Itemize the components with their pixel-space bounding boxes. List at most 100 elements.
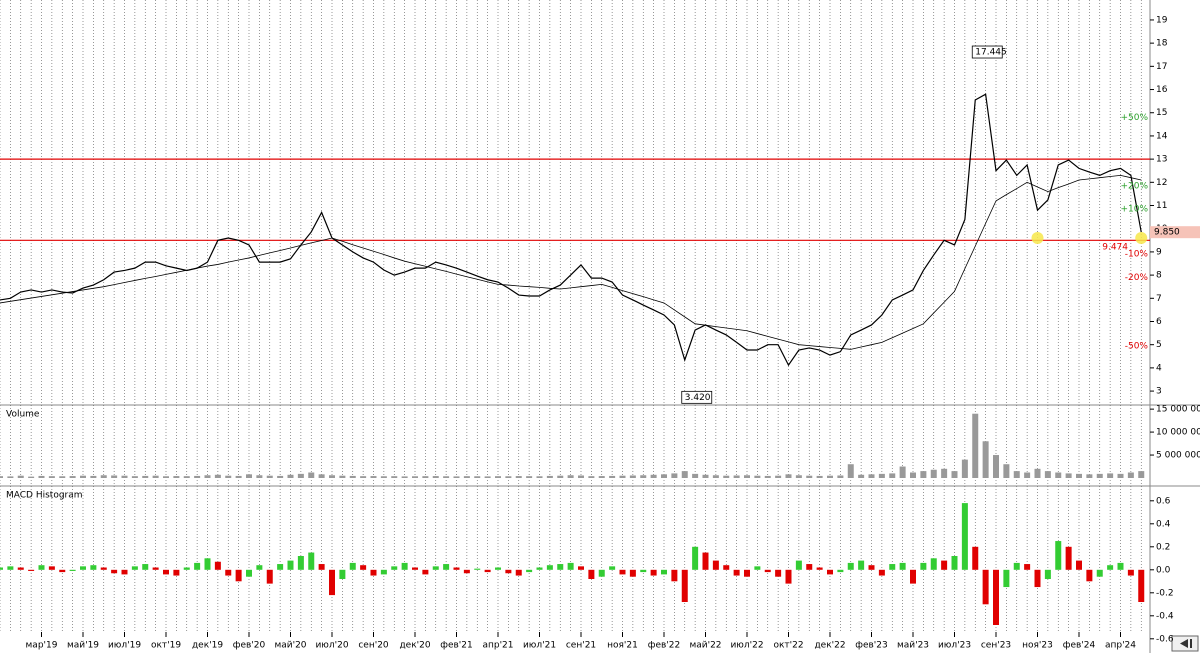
y-tick-label: 9	[1156, 247, 1162, 257]
macd-bar	[17, 567, 24, 570]
macd-bar	[941, 560, 948, 570]
x-tick-label: май'23	[897, 641, 929, 651]
macd-bar	[7, 566, 14, 570]
volume-bar	[795, 475, 802, 478]
x-tick-label: май'19	[67, 641, 99, 651]
highlight	[1135, 231, 1148, 244]
x-tick-label: июл'19	[108, 641, 141, 651]
macd-bar	[1076, 560, 1082, 570]
volume-bar	[204, 475, 211, 478]
x-tick-label: фев'22	[648, 641, 680, 651]
macd-bar	[194, 562, 201, 570]
macd-bar	[412, 567, 418, 570]
macd-bar	[961, 503, 968, 570]
y-tick-label: 13	[1156, 155, 1167, 165]
volume-bar	[858, 474, 865, 478]
macd-bar	[775, 569, 782, 577]
x-tick-label: ноя'21	[607, 641, 638, 651]
x-tick-label: июл'20	[315, 641, 348, 651]
macd-bar	[318, 564, 325, 570]
volume-bar	[349, 475, 356, 478]
macd-bar	[868, 565, 875, 570]
macd-bar	[1055, 541, 1062, 570]
moving-average	[0, 174, 1142, 350]
volume-bar	[183, 476, 190, 478]
macd-bar	[142, 564, 149, 570]
volume-bar	[360, 476, 367, 478]
volume-bar	[1013, 471, 1020, 478]
y-tick-label: 3	[1156, 387, 1162, 397]
macd-bar	[1044, 569, 1051, 579]
level-label: -20%	[1125, 273, 1149, 283]
volume-bar	[775, 475, 782, 478]
y-tick-label: 0.6	[1156, 496, 1171, 506]
volume-bar	[920, 471, 927, 478]
macd-bar	[349, 562, 356, 570]
volume-bar	[111, 475, 118, 478]
y-tick-label: 15 000 000	[1156, 405, 1200, 415]
macd-bar	[277, 564, 284, 570]
macd-bar	[993, 569, 999, 625]
volume-bar	[463, 476, 470, 478]
macd-bar	[163, 569, 169, 575]
macd-bar	[827, 569, 833, 575]
volume-bar	[982, 441, 989, 478]
macd-bar	[681, 569, 688, 602]
macd-bar	[1117, 562, 1124, 570]
macd-bar	[59, 569, 66, 573]
macd-bar	[723, 565, 730, 570]
volume-bar	[453, 476, 460, 478]
volume-bar	[1055, 472, 1062, 478]
volume-bar	[930, 469, 937, 478]
macd-bar	[557, 564, 564, 570]
macd-bar	[1034, 569, 1041, 588]
macd-bar	[619, 569, 626, 575]
macd-bar	[173, 569, 180, 576]
macd-bar	[515, 569, 522, 576]
y-tick-label: 18	[1156, 39, 1168, 49]
macd-bar	[837, 569, 844, 573]
volume-bar	[17, 475, 24, 478]
macd-bar	[878, 569, 885, 576]
macd-bar	[339, 569, 346, 579]
macd-bar	[204, 558, 211, 570]
macd-bar	[764, 569, 771, 573]
level-label: +20%	[1120, 182, 1148, 192]
macd-bar	[1107, 565, 1114, 570]
volume-bar	[225, 475, 232, 478]
macd-bar	[214, 561, 221, 570]
volume-bar	[432, 476, 439, 478]
annotation-box	[681, 390, 713, 404]
macd-bar	[629, 569, 636, 577]
volume-bar	[329, 475, 335, 478]
volume-bar	[7, 476, 14, 478]
volume-bar	[878, 473, 885, 478]
macd-bar	[505, 569, 512, 574]
volume-bar	[671, 473, 678, 478]
macd-bar	[1127, 569, 1134, 576]
volume-bar	[1076, 473, 1082, 478]
volume-bar	[692, 473, 699, 478]
volume-bar	[163, 476, 169, 478]
volume-bar	[910, 472, 916, 478]
x-tick-label: июл'23	[938, 641, 971, 651]
macd-bar	[121, 569, 128, 575]
macd-bar	[183, 567, 190, 570]
volume-bar	[194, 475, 201, 478]
volume-bar	[1117, 473, 1124, 478]
macd-bar	[920, 562, 927, 570]
y-tick-label: 11	[1156, 201, 1167, 211]
volume-bar	[1096, 473, 1103, 478]
volume-bar	[266, 475, 273, 478]
macd-bar	[1003, 569, 1010, 588]
level-label: -10%	[1125, 250, 1149, 260]
y-tick-label: 16	[1156, 85, 1168, 95]
macd-bar	[287, 560, 294, 570]
volume-bar	[868, 474, 875, 478]
macd-bar	[484, 569, 491, 573]
macd-bar	[432, 566, 439, 570]
x-tick-label: май'22	[689, 641, 721, 651]
volume-bar	[142, 475, 149, 478]
y-tick-label: 4	[1156, 363, 1162, 373]
volume-bar	[121, 475, 128, 478]
